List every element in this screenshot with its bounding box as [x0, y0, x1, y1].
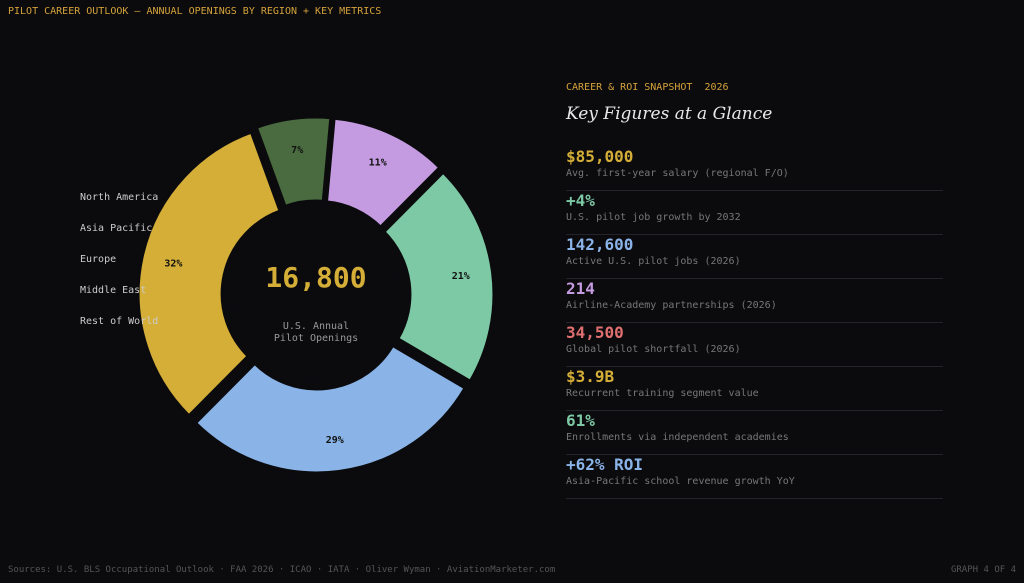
metric-label: Recurrent training segment value: [566, 388, 759, 399]
metric-value: 34,500: [566, 323, 624, 342]
sources: Sources: U.S. BLS Occupational Outlook ·…: [8, 565, 556, 575]
page-number: GRAPH 4 OF 4: [950, 565, 1016, 575]
value-label: 7%: [291, 145, 303, 156]
metric-label: Active U.S. pilot jobs (2026): [566, 256, 741, 267]
metric-label: Global pilot shortfall (2026): [566, 344, 741, 355]
donut-segment: [381, 170, 496, 384]
metric: +62% ROI Asia-Pacific school revenue grow…: [566, 455, 943, 499]
donut-segment: [324, 116, 442, 230]
metric: $3.9B Recurrent training segment value: [566, 367, 943, 411]
metric: 61% Enrollments via independent academies: [566, 411, 943, 455]
value-label: 21%: [452, 271, 470, 282]
metric-value: $85,000: [566, 147, 634, 166]
value-label: 11%: [369, 158, 387, 169]
legend-label: North America: [80, 192, 158, 203]
legend-label: Europe: [80, 254, 116, 265]
metric-label: Avg. first-year salary (regional F/O): [566, 168, 789, 179]
panel-kicker: CAREER & ROI SNAPSHOT 2026: [566, 82, 729, 93]
center-caption: U.S. Annual: [283, 321, 349, 332]
legend-label: Rest of World: [80, 316, 158, 327]
panel-title: Key Figures at a Glance: [566, 104, 773, 124]
donut-hole: [234, 213, 398, 377]
metric-value: 214: [566, 279, 595, 298]
metric: 34,500 Global pilot shortfall (2026): [566, 323, 943, 367]
metric: 142,600 Active U.S. pilot jobs (2026): [566, 235, 943, 279]
metric-value: 61%: [566, 411, 595, 430]
metric-label: Asia-Pacific school revenue growth YoY: [566, 476, 795, 487]
metric: +4% U.S. pilot job growth by 2032: [566, 191, 943, 235]
metric: $85,000 Avg. first-year salary (regional …: [566, 147, 943, 191]
metric-label: U.S. pilot job growth by 2032: [566, 212, 741, 223]
metric-value: +4%: [566, 191, 595, 210]
donut-segment: [193, 343, 468, 475]
center-caption: Pilot Openings: [274, 333, 358, 344]
metric-value: +62% ROI: [566, 455, 644, 474]
value-label: 32%: [164, 259, 182, 270]
metric-value: 142,600: [566, 235, 634, 254]
page-title: PILOT CAREER OUTLOOK — ANNUAL OPENINGS B…: [8, 6, 382, 17]
metric-label: Airline-Academy partnerships (2026): [566, 300, 777, 311]
legend-label: Middle East: [80, 285, 146, 296]
donut-segment: [254, 115, 333, 209]
metric-value: $3.9B: [566, 367, 615, 386]
metric-label: Enrollments via independent academies: [566, 432, 789, 443]
center-value: 16,800: [265, 261, 366, 294]
donut-segment: [136, 130, 282, 418]
metric: 214 Airline-Academy partnerships (2026): [566, 279, 943, 323]
value-label: 29%: [326, 435, 344, 446]
legend-label: Asia Pacific: [80, 223, 152, 234]
